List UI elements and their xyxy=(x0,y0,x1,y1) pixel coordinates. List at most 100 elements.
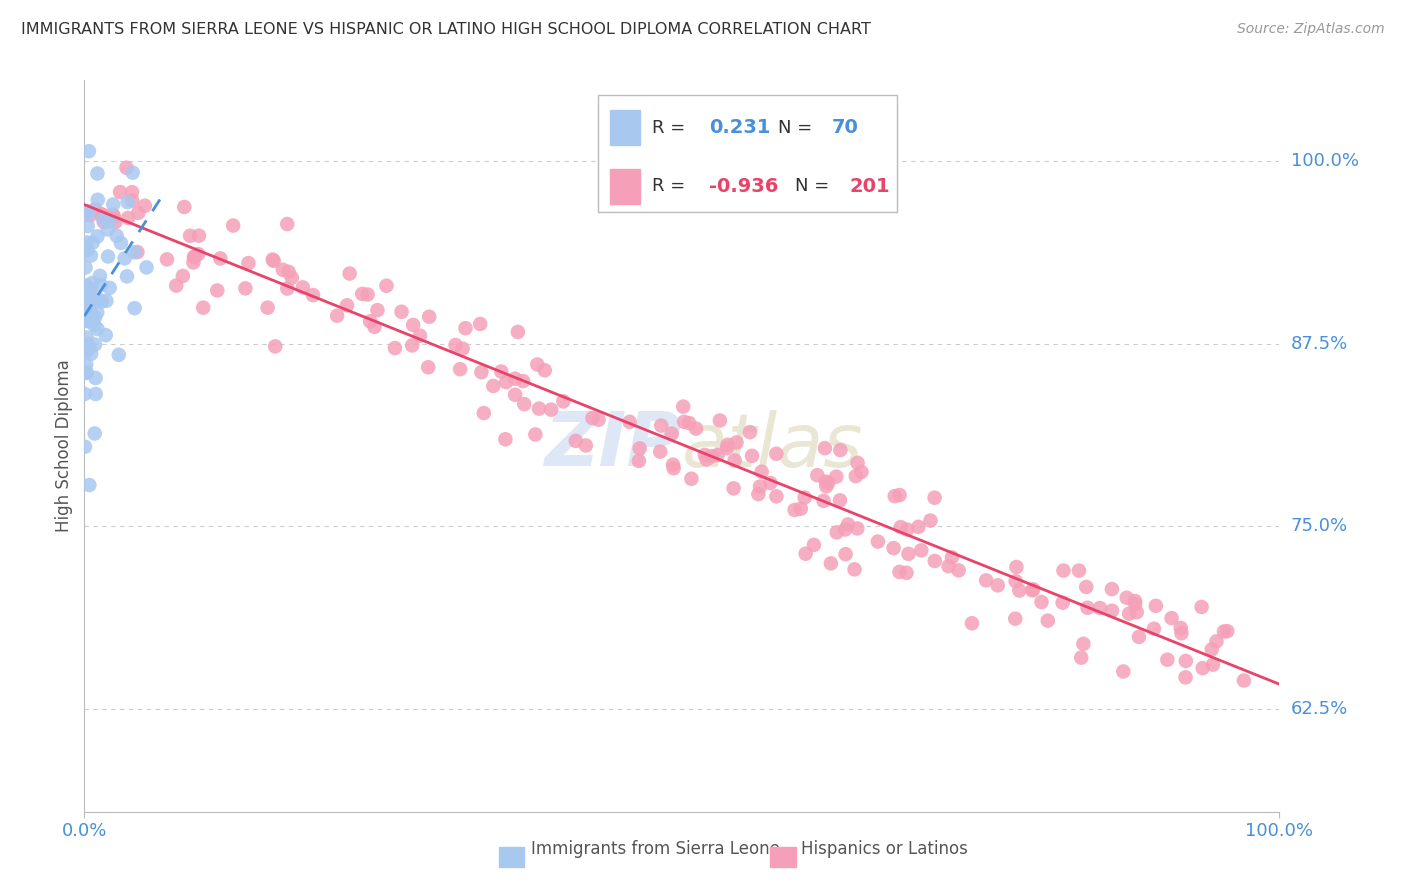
Point xyxy=(553,394,575,409)
Point xyxy=(661,426,683,441)
Point xyxy=(90,277,112,292)
Point xyxy=(101,208,124,222)
Point xyxy=(817,475,839,490)
Point xyxy=(291,280,314,294)
Point xyxy=(83,310,105,325)
Point xyxy=(1021,583,1043,598)
Point xyxy=(814,475,837,489)
Point xyxy=(491,365,513,379)
Point xyxy=(575,438,598,452)
Point xyxy=(825,525,848,540)
Point xyxy=(1101,604,1123,618)
Text: 75.0%: 75.0% xyxy=(1291,517,1348,535)
Point xyxy=(565,434,588,448)
Point xyxy=(127,206,149,220)
Point xyxy=(1073,637,1095,651)
Point xyxy=(172,268,194,283)
Point xyxy=(94,328,117,343)
Point xyxy=(222,219,245,233)
Point xyxy=(1156,653,1178,667)
Point xyxy=(96,293,118,308)
Point xyxy=(524,427,547,442)
Point xyxy=(834,547,856,561)
Point xyxy=(105,228,128,243)
Text: 87.5%: 87.5% xyxy=(1291,334,1348,352)
Point xyxy=(271,262,294,277)
Point xyxy=(86,305,108,319)
Point xyxy=(717,438,740,452)
Point xyxy=(1123,597,1146,611)
Point xyxy=(76,343,98,358)
Point xyxy=(264,339,287,353)
Point xyxy=(80,298,103,312)
Point xyxy=(93,215,115,229)
Point xyxy=(444,338,467,352)
Point xyxy=(506,325,529,339)
Point xyxy=(470,365,492,379)
Point xyxy=(513,397,536,411)
Point xyxy=(336,298,359,312)
Point xyxy=(619,415,641,429)
Point xyxy=(339,267,361,281)
Point xyxy=(451,342,474,356)
Point xyxy=(1202,657,1225,672)
Point xyxy=(359,314,381,328)
Point xyxy=(77,144,100,158)
Point xyxy=(765,490,787,504)
Point xyxy=(725,435,748,450)
Point xyxy=(183,250,205,264)
Point xyxy=(1076,580,1098,594)
Point xyxy=(124,301,146,315)
Point xyxy=(681,472,703,486)
Point xyxy=(209,252,232,266)
Point xyxy=(844,562,866,576)
Point xyxy=(91,212,114,227)
Point xyxy=(79,281,101,295)
Point xyxy=(709,413,731,427)
Point xyxy=(326,309,349,323)
Point xyxy=(987,578,1010,592)
Point xyxy=(883,489,905,503)
Text: ZIP: ZIP xyxy=(544,409,682,483)
Point xyxy=(846,456,869,470)
Point xyxy=(79,204,101,219)
Point xyxy=(193,301,215,315)
Point xyxy=(124,245,146,260)
Point xyxy=(495,375,517,389)
Point xyxy=(262,252,284,267)
Point xyxy=(890,520,912,534)
Point xyxy=(765,447,787,461)
Point xyxy=(747,487,769,501)
Point xyxy=(454,321,477,335)
Point xyxy=(503,388,526,402)
Point xyxy=(86,167,108,181)
Point xyxy=(1160,611,1182,625)
Point xyxy=(75,291,97,305)
Point xyxy=(512,374,534,388)
Point xyxy=(1216,624,1239,639)
Point xyxy=(115,269,138,284)
Point xyxy=(256,301,278,315)
Point xyxy=(73,290,96,304)
Point xyxy=(738,425,761,439)
Point xyxy=(790,501,813,516)
Text: N =: N = xyxy=(778,119,817,136)
Point xyxy=(825,469,848,483)
Point xyxy=(375,278,398,293)
Point xyxy=(794,547,817,561)
Point xyxy=(75,260,97,275)
Point xyxy=(114,252,136,266)
Text: 0.231: 0.231 xyxy=(710,118,770,137)
Point xyxy=(1101,582,1123,596)
Point xyxy=(83,426,105,441)
Point xyxy=(80,347,103,361)
Point xyxy=(1022,582,1045,597)
Point xyxy=(77,308,100,322)
Point xyxy=(97,222,120,236)
Point xyxy=(87,292,110,306)
Point xyxy=(366,303,388,318)
Point xyxy=(76,314,98,328)
Point xyxy=(806,468,828,483)
Point xyxy=(896,566,918,580)
Point xyxy=(117,195,139,210)
